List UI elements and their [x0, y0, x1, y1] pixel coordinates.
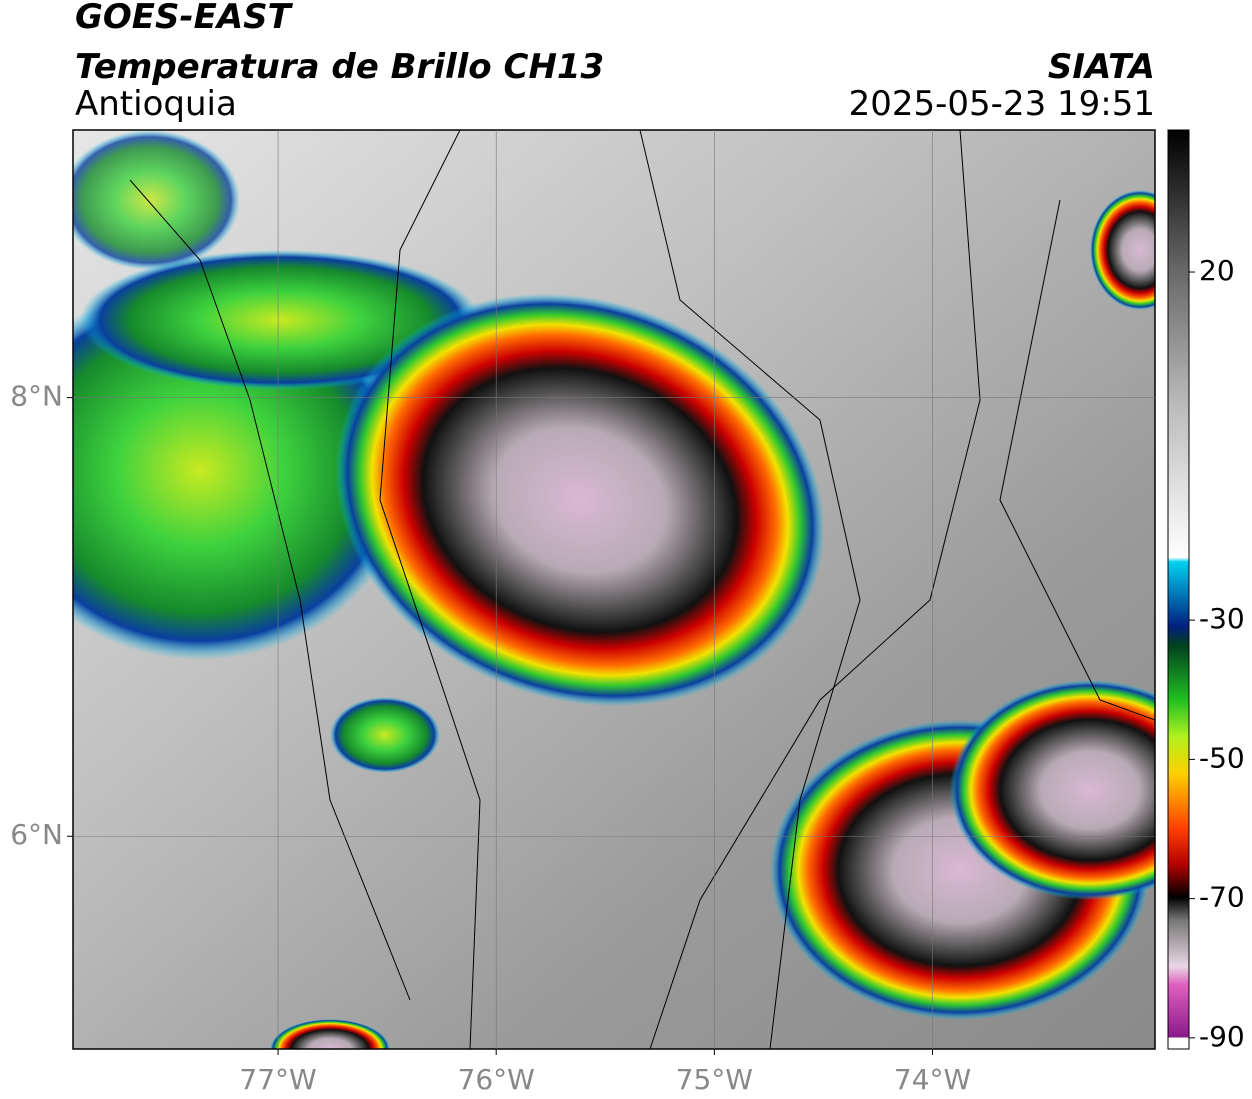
- colorbar-tick-label: -90: [1199, 1020, 1245, 1053]
- colorbar-tick-label: -70: [1199, 881, 1245, 914]
- satellite-image: [73, 130, 1155, 1049]
- source-label: SIATA: [1048, 47, 1155, 87]
- region-title: Antioquia: [75, 84, 237, 124]
- borders: [129, 130, 1155, 1049]
- datetime-label: 2025-05-23 19:51: [849, 84, 1155, 124]
- product-title: Temperatura de Brillo CH13: [75, 47, 604, 87]
- x-tick-label: 76°W: [458, 1063, 535, 1096]
- colorbar-tick-label: 20: [1199, 254, 1235, 287]
- x-tick-label: 77°W: [239, 1063, 316, 1096]
- x-tick-label: 74°W: [894, 1063, 971, 1096]
- y-tick-label: 6°N: [10, 818, 63, 851]
- colorbar-tick-label: -30: [1199, 602, 1245, 635]
- x-tick-label: 75°W: [676, 1063, 753, 1096]
- colorbar: [1167, 129, 1190, 1050]
- y-tick-label: 8°N: [10, 380, 63, 413]
- map-frame: [72, 129, 1156, 1050]
- satellite-title: GOES-EAST: [75, 0, 294, 37]
- colorbar-tick-label: -50: [1199, 741, 1245, 774]
